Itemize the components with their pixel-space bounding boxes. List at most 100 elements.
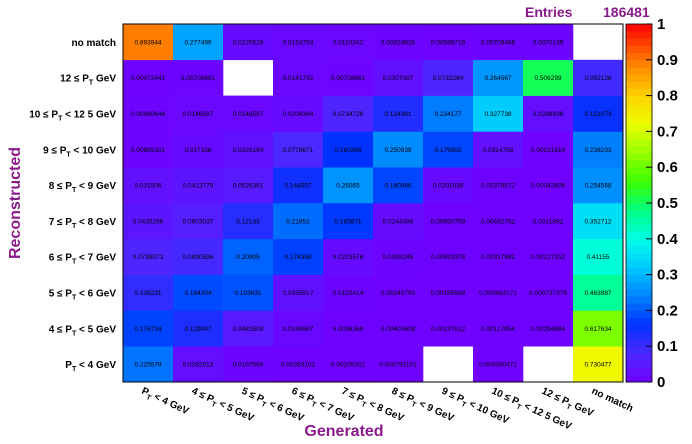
- palette-tick-label: 0.2: [657, 302, 678, 319]
- heatmap-cell: [273, 238, 324, 275]
- cell-value-label: 0.0734726: [333, 111, 364, 118]
- palette-swatch: [626, 174, 652, 182]
- heatmap-cell: [223, 203, 274, 240]
- heatmap-cell: [373, 95, 424, 132]
- palette-swatch: [626, 24, 652, 32]
- cell-value-label: 0.0307087: [383, 75, 414, 82]
- heatmap-cell: [573, 203, 624, 240]
- heatmap-cell: [273, 310, 324, 347]
- cell-value-label: 0.26065: [336, 183, 360, 190]
- cell-value-label: 0.0732284: [433, 75, 464, 82]
- heatmap-cell: [373, 203, 424, 240]
- heatmap-cell: [573, 238, 624, 275]
- palette-swatch: [626, 81, 652, 89]
- heatmap-cell: [123, 24, 174, 61]
- heatmap-cell: [573, 167, 624, 204]
- palette-swatch: [626, 195, 652, 204]
- y-tick-label: 10 ≤ PT < 12 5 GeV: [29, 110, 116, 123]
- cell-value-label: 0.00650759: [431, 218, 466, 225]
- cell-value-label: 0.0107569: [233, 362, 264, 369]
- y-tick-label: 9 ≤ PT < 10 GeV: [43, 145, 116, 158]
- cell-value-label: 0.151073: [584, 111, 611, 118]
- cell-value-label: 0.00378672: [481, 183, 516, 190]
- heatmap-cell: [223, 24, 274, 61]
- y-tick-labels: PT < 4 GeV 4 ≤ PT < 5 GeV 5 ≤ PT < 6 GeV 6 …: [29, 38, 116, 373]
- heatmap-cell: [373, 131, 424, 168]
- heatmap-cell: [373, 310, 424, 347]
- palette-swatch: [626, 231, 652, 240]
- cell-value-label: 0.506299: [534, 75, 561, 82]
- palette-swatch: [626, 52, 652, 61]
- cell-value-label: 0.000390472: [479, 362, 517, 369]
- cell-value-label: 0.0070139: [533, 39, 564, 46]
- cell-value-label: 0.0148597: [233, 111, 264, 118]
- heatmap-cell: [423, 95, 474, 132]
- color-palette: 0 0.1 0.2 0.3 0.4 0.5 0.6 0.7 0.8 0.9 1: [625, 16, 679, 391]
- palette-swatch: [626, 360, 652, 369]
- cell-value-label: 0.254568: [584, 183, 611, 190]
- cell-value-label: 0.0036369: [333, 326, 364, 333]
- cell-value-label: 0.00472441: [131, 75, 166, 82]
- cell-value-label: 0.0223578: [333, 254, 364, 261]
- y-tick-label: 4 ≤ PT < 5 GeV: [49, 324, 117, 337]
- palette-swatch: [626, 109, 652, 118]
- cell-value-label: 0.0169967: [283, 326, 314, 333]
- cell-value-label: 0.00708661: [181, 75, 216, 82]
- palette-swatch: [626, 324, 652, 333]
- cell-value-label: 0.108231: [134, 290, 161, 297]
- plot-frame: [122, 23, 624, 383]
- cell-value-label: 0.0526381: [233, 183, 264, 190]
- y-tick-label: no match: [72, 38, 116, 49]
- heatmap-cell: [273, 24, 324, 61]
- palette-swatch: [626, 152, 652, 161]
- palette-swatch: [626, 303, 652, 311]
- cell-value-label: 0.00185669: [431, 290, 466, 297]
- heatmap-cell: [323, 167, 374, 204]
- heatmap-cell: [423, 203, 474, 240]
- heatmap-cell: [373, 238, 424, 275]
- cell-value-label: 0.225579: [134, 362, 161, 369]
- heatmap-cell: [223, 131, 274, 168]
- x-axis-title: Generated: [304, 423, 383, 440]
- heatmap-cell: [173, 59, 224, 96]
- palette-swatch: [626, 288, 652, 297]
- palette-swatch: [626, 367, 652, 376]
- heatmap-cell: [473, 274, 524, 311]
- heatmap-cell: [523, 59, 574, 96]
- cell-value-label: 0.0335917: [283, 290, 314, 297]
- heatmap-cell: [473, 310, 524, 347]
- cell-value-label: 0.277499: [184, 39, 211, 46]
- heatmap-cell: [423, 310, 474, 347]
- cell-value-label: 0.00137612: [431, 326, 466, 333]
- cell-value-label: 0.0148587: [183, 111, 214, 118]
- cell-value-label: 0.0153754: [283, 39, 314, 46]
- heatmap-cells: 0.225579 0.0282913 0.0107569 0.00383101 0.00…: [123, 24, 624, 383]
- cell-value-label: 0.20905: [236, 254, 260, 261]
- cell-value-label: 0.176734: [134, 326, 161, 333]
- cell-value-label: 0.00403608: [381, 326, 416, 333]
- cell-value-label: 0.193831: [234, 290, 261, 297]
- heatmap-cell: [523, 310, 574, 347]
- heatmap-cell: [123, 167, 174, 204]
- cell-value-label: 0.00865301: [131, 147, 166, 154]
- cell-value-label: 0.234177: [434, 111, 461, 118]
- heatmap-cell: [323, 131, 374, 168]
- cell-value-label: 0.124381: [384, 111, 411, 118]
- heatmap-cell: [123, 59, 174, 96]
- palette-tick-label: 0.8: [657, 88, 678, 105]
- y-tick-label: 6 ≤ PT < 7 GeV: [49, 253, 117, 266]
- heatmap-cell: [173, 131, 224, 168]
- palette-swatch: [626, 310, 652, 318]
- cell-value-label: 0.0110342: [333, 39, 364, 46]
- heatmap-cell: [523, 167, 574, 204]
- heatmap-cell: [473, 167, 524, 204]
- cell-value-label: 0.0282913: [183, 362, 214, 369]
- palette-swatch: [626, 160, 652, 168]
- cell-value-label: 0.0021892: [533, 218, 564, 225]
- heatmap-cell: [223, 167, 274, 204]
- cell-value-label: 0.0890596: [183, 254, 214, 261]
- cell-value-label: 0.0102414: [333, 290, 364, 297]
- x-tick-label: no match: [590, 386, 635, 415]
- cell-value-label: 0.00294884: [531, 326, 566, 333]
